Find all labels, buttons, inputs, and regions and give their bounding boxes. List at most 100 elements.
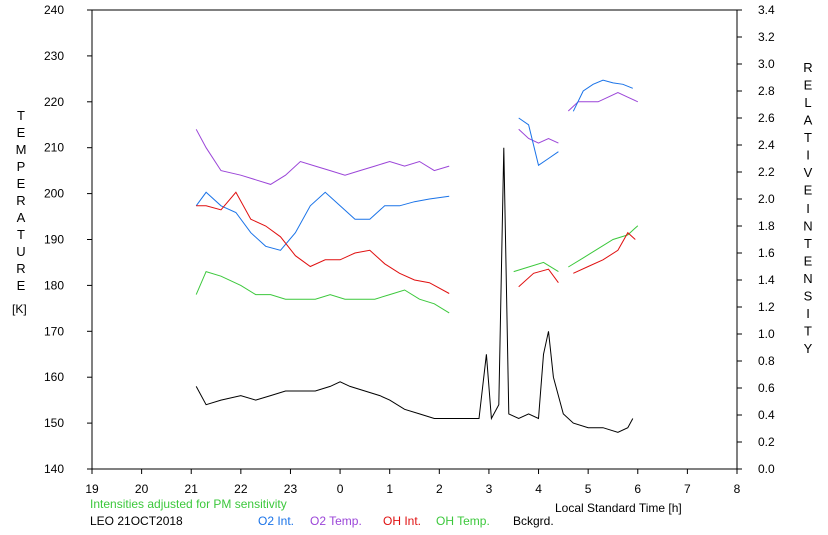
series-line	[195, 147, 634, 433]
series-line	[518, 128, 559, 144]
left-tick-label: 150	[44, 416, 64, 430]
right-axis-label-letter: E	[804, 183, 813, 198]
left-axis-label-letter: R	[16, 261, 25, 276]
right-axis-label-letter: T	[804, 324, 812, 339]
right-axis-label-letter: V	[804, 165, 813, 180]
series-line	[196, 191, 450, 294]
right-tick-label: 3.0	[758, 57, 775, 71]
left-tick-label: 190	[44, 233, 64, 247]
x-tick-label: 7	[684, 482, 691, 496]
right-axis-label-letter: E	[804, 254, 813, 269]
series-line	[567, 92, 639, 112]
left-tick-label: 140	[44, 462, 64, 476]
left-axis-label-letter: T	[17, 108, 25, 123]
plot-frame	[91, 9, 738, 470]
series-line	[195, 129, 450, 185]
right-tick-label: 2.0	[758, 192, 775, 206]
series-line	[513, 261, 559, 273]
legend-entry: O2 Int.	[258, 514, 294, 528]
right-tick-label: 2.2	[758, 165, 775, 179]
left-tick-label: 200	[44, 187, 64, 201]
series-line	[195, 191, 450, 251]
right-tick-label: 1.0	[758, 327, 775, 341]
right-tick-label: 0.8	[758, 354, 775, 368]
x-tick-label: 20	[135, 482, 149, 496]
right-tick-label: 1.4	[758, 273, 775, 287]
left-axis-ticks: 240 230 220 210 200 190 180 170 160 150 140	[44, 3, 92, 476]
right-tick-label: 3.2	[758, 30, 775, 44]
series-line	[518, 268, 559, 288]
left-tick-label: 230	[44, 49, 64, 63]
left-axis-unit: [K]	[12, 302, 27, 316]
series-o2-temp	[195, 92, 639, 185]
x-tick-label: 2	[436, 482, 443, 496]
x-tick-label: 5	[585, 482, 592, 496]
right-axis-label-letter: T	[804, 130, 812, 145]
x-tick-label: 3	[486, 482, 493, 496]
x-tick-label: 1	[386, 482, 393, 496]
right-axis-label-letter: L	[804, 95, 811, 110]
x-tick-label: 4	[535, 482, 542, 496]
x-axis-ticks: 19 20 21 22 23 0 1 2 3 4 5 6 7 8	[85, 469, 741, 496]
right-axis-label-letter: A	[804, 113, 813, 128]
x-tick-label: 19	[85, 482, 99, 496]
series-oh-temp	[195, 225, 639, 314]
left-tick-label: 240	[44, 3, 64, 17]
right-axis-label-letter: S	[804, 289, 813, 304]
series-layer	[195, 79, 639, 433]
x-tick-label: 6	[634, 482, 641, 496]
right-tick-label: 1.6	[758, 246, 775, 260]
legend-entry: OH Temp.	[436, 514, 490, 528]
legend-entry: OH Int.	[383, 514, 421, 528]
right-tick-label: 1.8	[758, 219, 775, 233]
right-tick-label: 0.4	[758, 408, 775, 422]
right-axis-label-letter: E	[804, 78, 813, 93]
right-axis-label-letter: Y	[804, 341, 813, 356]
left-tick-label: 210	[44, 141, 64, 155]
x-axis-label: Local Standard Time [h]	[555, 501, 682, 515]
x-tick-label: 22	[234, 482, 248, 496]
right-axis-label-letter: I	[806, 306, 810, 321]
right-tick-label: 2.6	[758, 111, 775, 125]
legend: O2 Int. O2 Temp. OH Int. OH Temp. Bckgrd.	[258, 514, 554, 528]
right-tick-label: 0.0	[758, 462, 775, 476]
right-axis-label-letter: I	[806, 201, 810, 216]
right-axis-label-letter: I	[806, 148, 810, 163]
right-axis-label-letter: N	[803, 219, 812, 234]
right-tick-label: 2.4	[758, 138, 775, 152]
right-tick-label: 0.6	[758, 381, 775, 395]
series-line	[573, 231, 636, 274]
plot-border	[91, 9, 738, 470]
series-line	[568, 225, 639, 268]
legend-entry: Bckgrd.	[513, 514, 554, 528]
right-axis-label-letter: R	[803, 60, 812, 75]
x-tick-label: 8	[734, 482, 741, 496]
left-axis-label-letter: U	[16, 244, 25, 259]
left-axis-label-letter: M	[16, 142, 27, 157]
right-tick-label: 1.2	[758, 300, 775, 314]
left-axis-label-letter: R	[16, 193, 25, 208]
series-line	[572, 79, 633, 112]
series-bckgrd	[195, 147, 634, 433]
right-tick-label: 3.4	[758, 3, 775, 17]
left-axis-label-letter: T	[17, 227, 25, 242]
left-axis-label-letter: P	[17, 159, 26, 174]
left-axis-label-letter: E	[17, 278, 26, 293]
right-tick-label: 0.2	[758, 435, 775, 449]
left-axis-label-letter: E	[17, 176, 26, 191]
right-axis-label-letter: T	[804, 236, 812, 251]
left-tick-label: 220	[44, 95, 64, 109]
left-tick-label: 180	[44, 278, 64, 292]
series-o2-int	[195, 79, 633, 251]
right-axis-ticks: 3.4 3.2 3.0 2.8 2.6 2.4 2.2 2.0 1.8 1.6 1.4 1.2 1.0 0…	[737, 3, 775, 476]
series-line	[195, 270, 450, 314]
left-axis-label-letter: E	[17, 125, 26, 140]
left-axis-label-letter: A	[17, 210, 26, 225]
station-date-label: LEO 21OCT2018	[90, 514, 183, 528]
left-tick-label: 160	[44, 370, 64, 384]
series-line	[518, 117, 559, 167]
right-tick-label: 2.8	[758, 84, 775, 98]
